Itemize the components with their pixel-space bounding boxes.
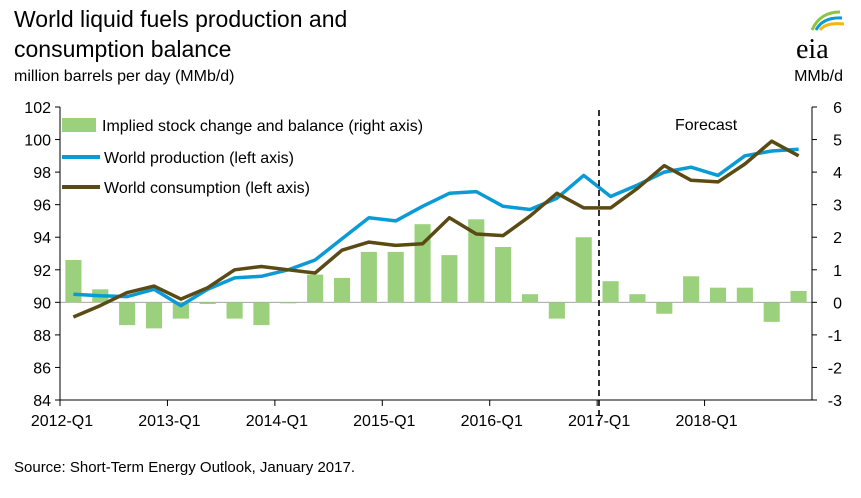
right-axis-tick-label: 4 (833, 165, 842, 182)
left-axis-tick-label: 98 (33, 165, 51, 182)
stock-change-bar (683, 276, 700, 303)
left-axis-tick-label: 94 (33, 230, 51, 247)
stock-change-bar (656, 302, 673, 314)
stock-change-bar (602, 281, 619, 303)
stock-change-bar (763, 302, 780, 322)
right-axis-tick-label: 5 (833, 133, 842, 150)
right-axis-tick-label: -3 (828, 393, 842, 410)
stock-change-bar (226, 302, 243, 319)
left-axis-tick-label: 84 (33, 393, 51, 410)
right-axis-tick-label: 0 (833, 295, 842, 312)
stock-change-bar (736, 287, 753, 303)
axes-layer (55, 106, 817, 406)
stock-change-bar (575, 237, 592, 303)
eia-logo-text: eia (796, 34, 829, 64)
stock-change-bar (145, 302, 163, 329)
stock-change-bar (199, 302, 216, 304)
stock-change-bar (172, 302, 189, 319)
x-axis-tick-label: 2013-Q1 (138, 413, 200, 430)
left-axis-tick-label: 88 (33, 328, 51, 345)
right-axis-tick-label: 3 (833, 198, 842, 215)
eia-logo: eia (796, 10, 845, 64)
stock-change-bar (548, 302, 565, 319)
chart-title-line2: consumption balance (14, 36, 232, 62)
chart-title-line1: World liquid fuels production and (14, 6, 348, 32)
right-axis-tick-label: -2 (828, 360, 842, 377)
forecast-label: Forecast (675, 117, 738, 134)
stock-change-bar (629, 294, 646, 303)
tick-label-layer: 84 86 88 90 92 94 96 98 100 102 -3 -2 -1 0 1 2 3 4 5 6 2012-… (24, 100, 842, 430)
stock-change-bar (521, 294, 539, 303)
stock-change-bar (307, 274, 324, 303)
left-axis-tick-label: 92 (33, 263, 51, 280)
stock-change-bar (280, 302, 297, 304)
legend-label: World production (left axis) (104, 150, 294, 167)
stock-change-bar (495, 246, 512, 303)
x-axis-tick-label: 2015-Q1 (353, 413, 415, 430)
stock-change-bar (65, 260, 82, 303)
left-axis-tick-label: 86 (33, 360, 51, 377)
stock-change-bar (253, 302, 270, 326)
left-axis-tick-label: 96 (33, 198, 51, 215)
stock-change-bar (360, 251, 377, 303)
x-axis-tick-label: 2012-Q1 (31, 413, 93, 430)
chart-title: World liquid fuels production and consum… (14, 4, 347, 64)
right-axis-unit: MMb/d (794, 68, 843, 85)
eia-logo-sunburst-icon (810, 10, 845, 31)
x-axis-tick-label: 2016-Q1 (461, 413, 523, 430)
stock-change-bar (709, 287, 727, 303)
x-axis-tick-label: 2014-Q1 (246, 413, 308, 430)
right-axis-tick-label: 2 (833, 230, 842, 247)
x-axis-tick-label: 2018-Q1 (675, 413, 737, 430)
line-series-layer (72, 139, 800, 319)
right-axis-tick-label: 6 (833, 100, 842, 117)
stock-change-bar (387, 251, 404, 303)
legend-swatch-stock-change (62, 118, 96, 132)
legend-label: Implied stock change and balance (right … (102, 118, 423, 135)
forecast-layer: Forecast (598, 110, 738, 430)
right-axis-tick-label: -1 (828, 328, 842, 345)
stock-change-bar (468, 219, 485, 303)
stock-change-bar (333, 277, 351, 303)
source-note: Source: Short-Term Energy Outlook, Janua… (14, 459, 356, 476)
world-production-line (73, 147, 799, 308)
legend-label: World consumption (left axis) (104, 180, 310, 197)
stock-change-bar (790, 290, 807, 303)
stock-change-bar (441, 255, 458, 303)
legend: Implied stock change and balance (right … (62, 118, 423, 197)
left-axis-tick-label: 90 (33, 295, 51, 312)
left-axis-tick-label: 100 (24, 133, 51, 150)
left-axis-tick-label: 102 (24, 100, 51, 117)
right-axis-tick-label: 1 (833, 263, 842, 280)
left-axis-unit: million barrels per day (MMb/d) (14, 68, 235, 85)
world-consumption-line (72, 139, 800, 319)
stock-change-bar (119, 302, 136, 326)
bar-series-layer (65, 219, 807, 329)
